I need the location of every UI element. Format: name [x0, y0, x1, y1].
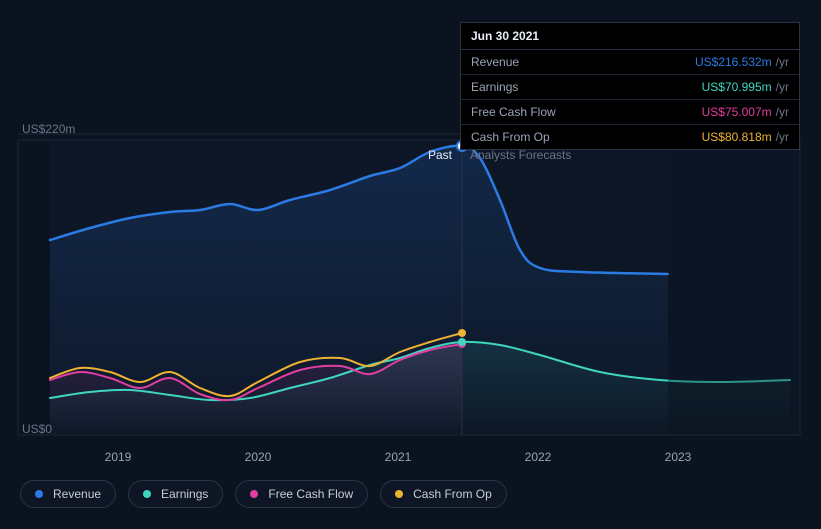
legend-label: Earnings — [161, 487, 208, 501]
x-axis-label: 2020 — [245, 450, 272, 464]
tooltip-row: EarningsUS$70.995m/yr — [461, 75, 799, 100]
tooltip-label: Free Cash Flow — [471, 105, 702, 119]
tooltip-row: RevenueUS$216.532m/yr — [461, 50, 799, 75]
legend-item-earnings[interactable]: Earnings — [128, 480, 223, 508]
tooltip-row: Free Cash FlowUS$75.007m/yr — [461, 100, 799, 125]
tooltip-unit: /yr — [776, 55, 789, 69]
y-axis-label: US$220m — [22, 122, 75, 136]
past-label: Past — [428, 148, 452, 162]
x-axis-label: 2023 — [665, 450, 692, 464]
legend-dot-icon — [395, 490, 403, 498]
tooltip-unit: /yr — [776, 80, 789, 94]
chart-legend: Revenue Earnings Free Cash Flow Cash From O… — [20, 480, 507, 508]
legend-dot-icon — [35, 490, 43, 498]
legend-label: Revenue — [53, 487, 101, 501]
legend-dot-icon — [250, 490, 258, 498]
tooltip-label: Cash From Op — [471, 130, 702, 144]
tooltip-label: Earnings — [471, 80, 702, 94]
tooltip-unit: /yr — [776, 105, 789, 119]
legend-item-cfo[interactable]: Cash From Op — [380, 480, 507, 508]
tooltip-value: US$216.532m — [695, 55, 772, 69]
legend-label: Cash From Op — [413, 487, 492, 501]
tooltip-value: US$80.818m — [702, 130, 772, 144]
x-axis-label: 2021 — [385, 450, 412, 464]
tooltip-unit: /yr — [776, 130, 789, 144]
legend-dot-icon — [143, 490, 151, 498]
y-axis-label: US$0 — [22, 422, 52, 436]
tooltip-row: Cash From OpUS$80.818m/yr — [461, 125, 799, 149]
forecast-label: Analysts Forecasts — [470, 148, 571, 162]
legend-label: Free Cash Flow — [268, 487, 353, 501]
tooltip-label: Revenue — [471, 55, 695, 69]
x-axis-label: 2022 — [525, 450, 552, 464]
chart-tooltip: Jun 30 2021 RevenueUS$216.532m/yrEarning… — [460, 22, 800, 150]
financial-forecast-chart: US$220m US$0 2019 2020 2021 2022 2023 Past An… — [0, 0, 821, 524]
x-axis-label: 2019 — [105, 450, 132, 464]
legend-item-fcf[interactable]: Free Cash Flow — [235, 480, 368, 508]
tooltip-value: US$75.007m — [702, 105, 772, 119]
legend-item-revenue[interactable]: Revenue — [20, 480, 116, 508]
tooltip-date: Jun 30 2021 — [461, 23, 799, 50]
tooltip-value: US$70.995m — [702, 80, 772, 94]
